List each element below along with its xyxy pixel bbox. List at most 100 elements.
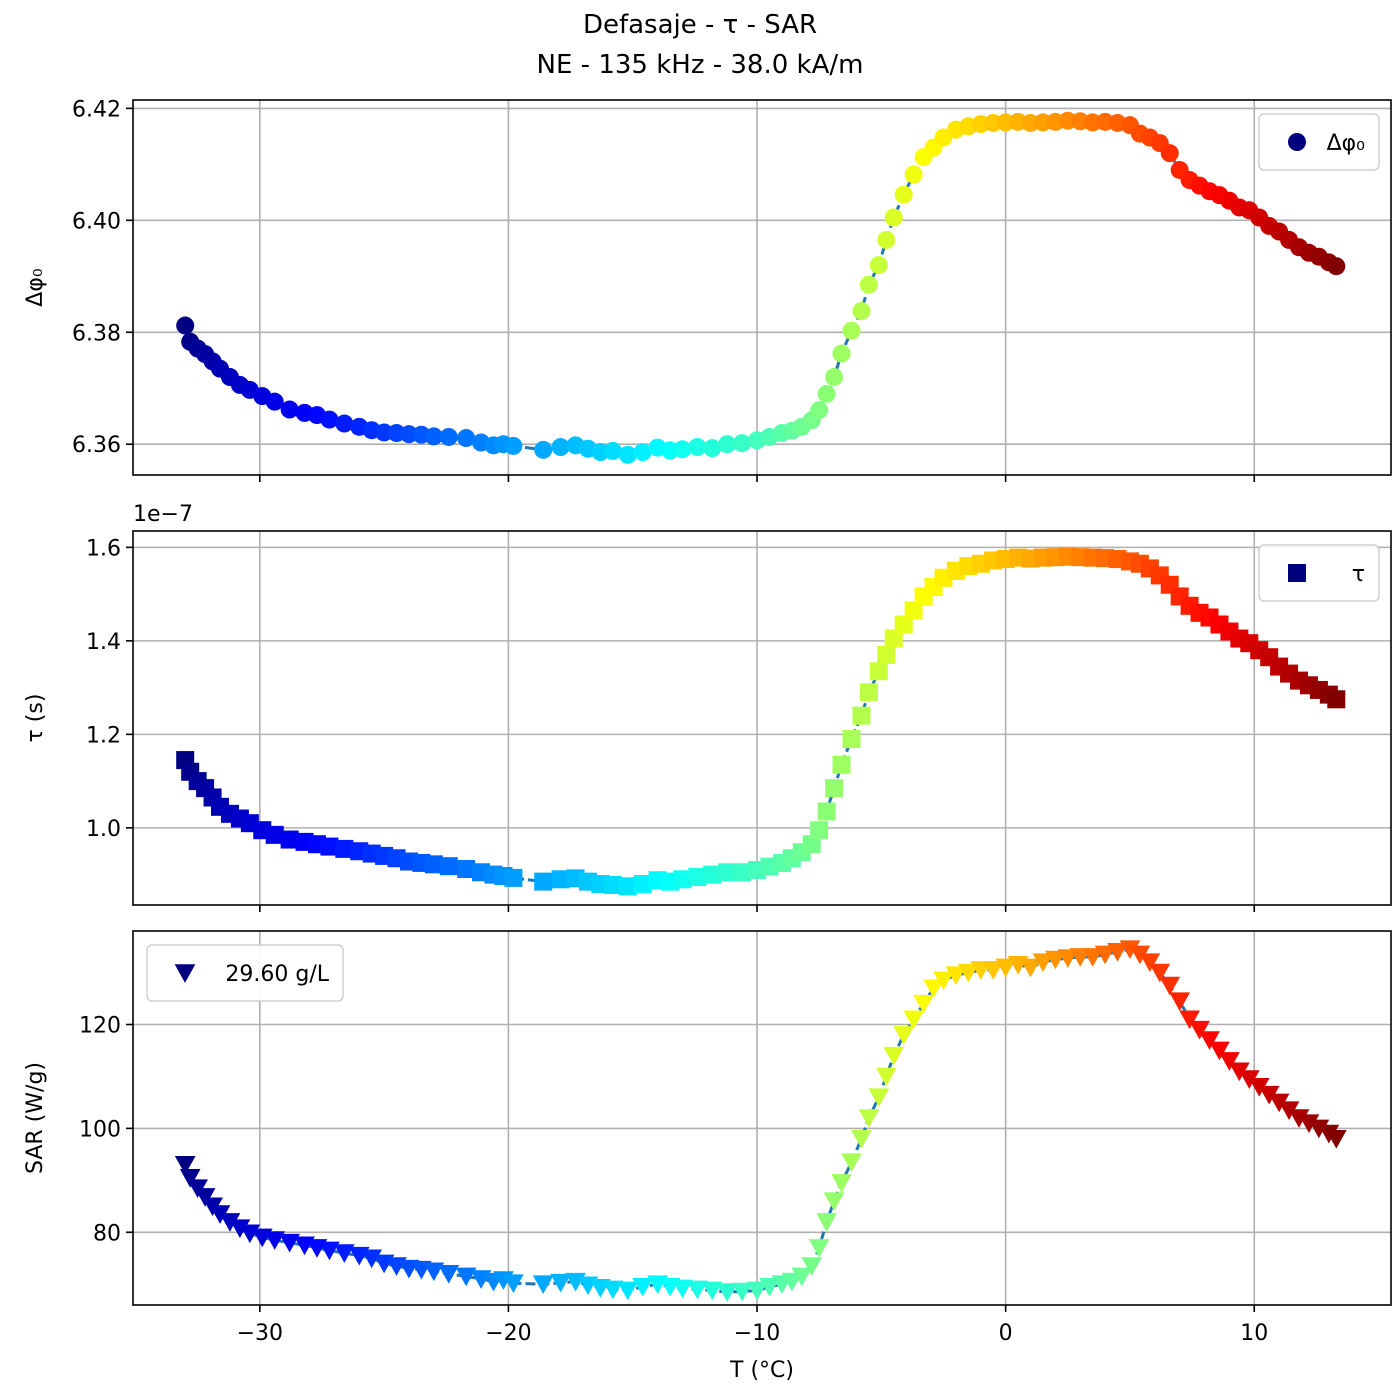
data-point xyxy=(1189,1020,1210,1040)
data-point xyxy=(1020,958,1041,978)
data-point xyxy=(852,302,871,321)
panel-1: 6.36 6.38 6.40 6.42 Δφ₀ Δφ₀ xyxy=(23,97,1392,482)
y-tick-label: 1.4 xyxy=(86,630,121,655)
data-point xyxy=(842,730,861,749)
data-point xyxy=(716,1283,738,1302)
legend-marker xyxy=(174,964,196,983)
data-point xyxy=(995,958,1016,978)
data-point xyxy=(688,867,707,886)
legend: 29.60 g/L xyxy=(146,944,344,1002)
data-point xyxy=(825,368,844,387)
data-point xyxy=(1258,1085,1280,1105)
chart-title-line-2: NE - 135 kHz - 38.0 kA/m xyxy=(537,50,864,80)
data-point xyxy=(1160,144,1179,163)
data-point xyxy=(894,185,913,204)
plot-frame xyxy=(132,99,1392,476)
data-point xyxy=(265,392,284,411)
data-point xyxy=(904,601,923,620)
data-point xyxy=(603,441,622,460)
data-point xyxy=(791,1267,813,1287)
data-point xyxy=(869,662,888,681)
data-point xyxy=(265,825,284,844)
data-point xyxy=(1209,1041,1230,1061)
data-point xyxy=(894,615,913,634)
data-point xyxy=(1219,1052,1240,1071)
data-point xyxy=(319,1241,340,1261)
data-point xyxy=(1327,690,1346,709)
series-markers xyxy=(176,111,1346,464)
data-point xyxy=(817,384,836,403)
data-point xyxy=(759,1278,780,1297)
data-point xyxy=(688,438,707,457)
panel-3: 80 100 120 −30 −20 −10 0 10 SAR (W/g) T (°C) 29.60… xyxy=(23,930,1392,1383)
data-point xyxy=(858,1109,880,1128)
data-point xyxy=(933,971,954,991)
data-point xyxy=(913,994,934,1014)
data-point xyxy=(1268,1093,1290,1113)
data-point xyxy=(672,1279,693,1299)
data-point xyxy=(958,963,979,983)
data-point xyxy=(603,875,622,894)
data-point xyxy=(859,683,878,702)
data-point xyxy=(280,400,299,419)
data-point xyxy=(982,961,1004,980)
data-point xyxy=(219,1213,241,1232)
y-tick-label: 80 xyxy=(93,1221,121,1246)
data-point xyxy=(893,1026,915,1045)
data-point xyxy=(179,1168,201,1188)
data-point xyxy=(424,855,443,874)
data-point xyxy=(701,1281,723,1301)
data-point xyxy=(279,1233,300,1253)
legend-label: τ xyxy=(1352,562,1365,587)
y-tick-label: 1.0 xyxy=(86,817,121,842)
data-point xyxy=(439,427,458,446)
data-point xyxy=(1082,948,1104,967)
data-point xyxy=(1045,950,1066,970)
legend-box xyxy=(1258,113,1380,171)
y-axis-label: Δφ₀ xyxy=(23,268,48,307)
y-tick-label: 1.2 xyxy=(86,723,121,748)
data-point xyxy=(229,1219,251,1238)
x-axis-label: T (°C) xyxy=(729,1358,794,1383)
data-point xyxy=(617,1281,639,1301)
data-point xyxy=(718,435,737,454)
data-point xyxy=(1199,1031,1220,1050)
legend: Δφ₀ xyxy=(1258,113,1380,171)
data-point xyxy=(731,1282,753,1302)
data-point xyxy=(618,445,637,464)
y-tick-label: 6.42 xyxy=(72,97,121,122)
data-point xyxy=(335,414,354,433)
data-point xyxy=(801,1257,823,1276)
data-point xyxy=(534,440,553,459)
y-axis-label: SAR (W/g) xyxy=(23,1062,48,1174)
x-tick-label: −20 xyxy=(485,1321,531,1346)
data-point xyxy=(1298,1114,1320,1134)
data-point xyxy=(174,1155,196,1175)
data-point xyxy=(320,410,339,429)
data-point xyxy=(875,1067,897,1087)
data-point xyxy=(1238,1070,1260,1089)
data-point xyxy=(673,440,692,459)
data-point xyxy=(1308,1119,1330,1139)
data-point xyxy=(733,863,752,882)
data-point xyxy=(438,1265,460,1284)
y-tick-label: 6.40 xyxy=(72,209,121,234)
data-point xyxy=(632,1278,654,1297)
data-point xyxy=(1248,1078,1270,1097)
chart-title-line-1: Defasaje - τ - SAR xyxy=(583,10,817,40)
data-point xyxy=(335,839,354,858)
data-point xyxy=(859,275,878,294)
data-point xyxy=(673,870,692,889)
data-point xyxy=(1119,940,1141,960)
data-point xyxy=(1139,953,1161,972)
data-point xyxy=(1149,963,1171,983)
legend-label: 29.60 g/L xyxy=(225,962,329,987)
data-point xyxy=(1094,945,1116,965)
data-point xyxy=(945,966,967,985)
y-tick-label: 1.6 xyxy=(86,536,121,561)
data-point xyxy=(361,1249,383,1269)
data-point xyxy=(832,755,851,774)
data-point xyxy=(687,1280,708,1300)
data-point xyxy=(1325,1129,1347,1149)
